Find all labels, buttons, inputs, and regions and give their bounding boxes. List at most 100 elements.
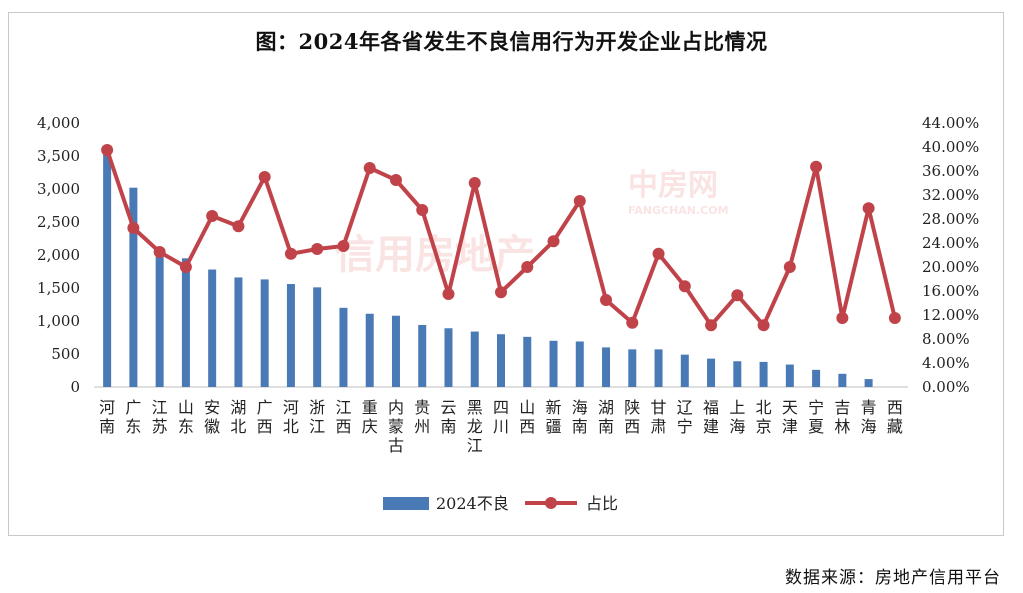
ratio-point [573,195,586,207]
y-right-tick-label: 8.00% [922,330,970,348]
svg-text:FANGCHAN.COM: FANGCHAN.COM [628,204,729,217]
bar [523,336,532,387]
y-right-tick-label: 32.00% [922,186,979,204]
category-label: 江苏 [152,398,168,436]
bar [313,287,322,387]
legend-bar-label: 2024不良 [436,494,509,513]
bar [129,187,138,387]
bar [339,307,348,387]
ratio-point [389,174,402,186]
bar [234,277,243,387]
ratio-point [363,162,376,174]
ratio-point [153,246,166,258]
bar [155,253,164,387]
ratio-point [705,319,718,332]
ratio-point [101,144,114,156]
y-right-tick-label: 16.00% [922,282,979,300]
category-label: 广西 [257,398,273,436]
ratio-point [757,319,770,332]
bar [181,258,190,387]
ratio-point [416,204,429,216]
y-left-tick-label: 500 [51,345,80,363]
category-label: 山东 [178,398,194,436]
bar [707,358,716,387]
ratio-point [731,289,744,302]
ratio-point [127,222,140,234]
legend-bar-swatch [383,497,429,510]
category-label: 辽宁 [677,398,693,436]
ratio-point [652,247,665,260]
category-label: 西藏 [887,398,903,436]
axes: 0 500 1,000 1,500 2,000 2,500 3,000 3,500 4,000 0… [37,114,979,396]
bar [286,284,295,387]
category-label: 福建 [703,398,719,436]
bar [103,152,112,387]
bar [470,331,479,387]
y-right-tick-label: 24.00% [922,234,979,252]
bar [444,328,453,387]
category-label: 新疆 [546,398,562,436]
y-right-tick-label: 20.00% [922,258,979,276]
y-left-tick-label: 2,000 [37,246,80,264]
bar [260,279,269,387]
y-left-tick-label: 1,000 [37,312,80,330]
data-source: 数据来源：房地产信用平台 [785,568,1001,588]
chart-frame [8,12,1004,536]
bar [497,334,505,387]
ratio-point [783,261,796,273]
ratio-point [547,235,560,248]
y-right-tick-label: 44.00% [922,114,979,132]
bar [759,361,768,387]
y-left-tick-label: 3,500 [37,147,80,165]
legend-line-marker [545,497,557,509]
category-label: 黑龙江 [467,398,483,455]
category-label: 湖北 [230,398,246,436]
y-left-tick-label: 4,000 [37,114,80,132]
bar [391,315,400,387]
category-label: 海南 [572,398,588,436]
category-label: 内蒙古 [388,398,404,455]
category-label: 湖南 [598,398,614,436]
bar [838,373,847,387]
ratio-point [862,202,875,215]
ratio-point [600,294,613,306]
category-label: 青海 [861,398,877,436]
category-label: 上海 [729,398,745,436]
category-label: 天津 [782,398,798,436]
bar [575,341,584,387]
y-right-tick-label: 4.00% [922,354,970,372]
legend: 2024不良 占比 [383,494,618,513]
category-label: 河北 [283,398,299,436]
bar [654,349,663,387]
bar [208,269,217,387]
line-series [101,144,901,332]
bar [864,379,873,387]
category-label: 重庆 [362,398,378,436]
legend-line-label: 占比 [586,494,618,513]
ratio-point [179,261,192,273]
ratio-point [206,210,219,222]
y-left-tick-label: 2,500 [37,213,80,231]
ratio-point [442,288,455,300]
category-label: 陕西 [624,398,640,436]
category-labels: 河南广东江苏山东安徽湖北广西河北浙江江西重庆内蒙古贵州云南黑龙江四川山西新疆海南… [99,398,903,455]
category-label: 甘肃 [651,398,667,436]
bar [680,354,689,387]
ratio-point [495,286,507,299]
ratio-point [284,247,297,260]
category-label: 吉林 [834,398,850,436]
bar [628,349,637,387]
bar [733,361,742,387]
ratio-point [258,171,271,183]
bar-series [103,152,873,387]
watermark-right: 中房网 FANGCHAN.COM [628,168,729,217]
ratio-point [232,220,245,233]
ratio-point [678,280,691,293]
category-label: 河南 [99,398,115,436]
y-left-tick-label: 0 [70,378,80,396]
bar [812,369,821,387]
y-right-tick-label: 12.00% [922,306,979,324]
category-label: 北京 [756,398,772,436]
category-label: 四川 [493,398,509,436]
